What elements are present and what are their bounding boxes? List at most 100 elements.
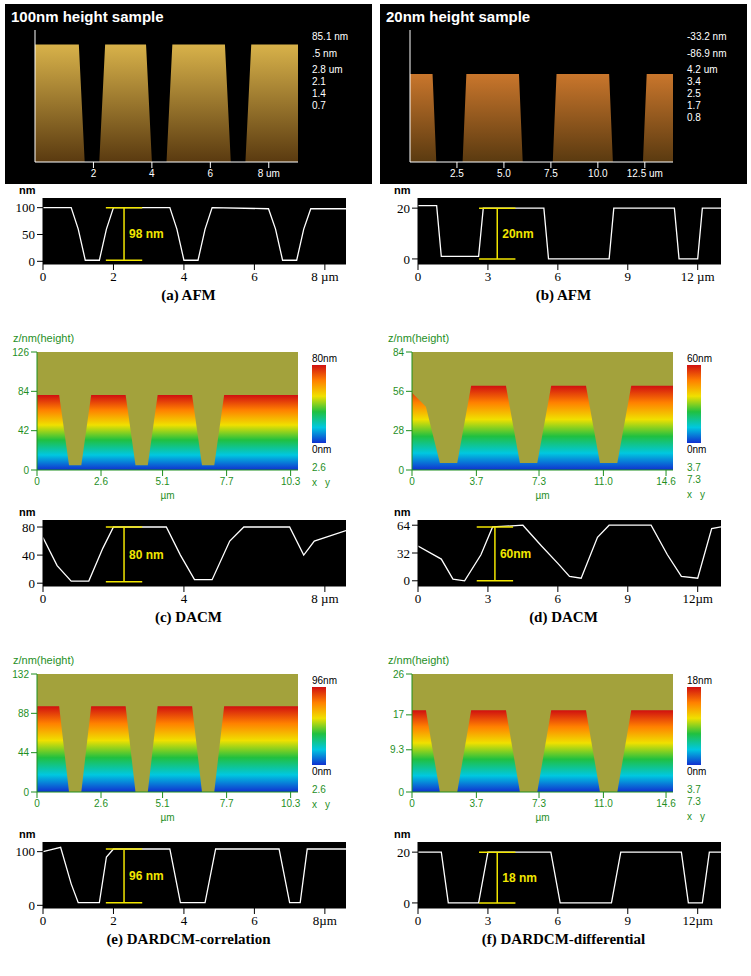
svg-text:28: 28 [393,425,405,436]
svg-text:6: 6 [555,913,562,928]
svg-text:3.7: 3.7 [469,798,483,809]
svg-text:0: 0 [398,465,404,476]
svg-text:8 um: 8 um [258,168,280,179]
svg-text:126: 126 [12,347,29,358]
svg-text:0: 0 [415,913,422,928]
svg-text:µm: µm [160,490,174,501]
svg-text:0: 0 [415,591,422,606]
svg-text:12 µm: 12 µm [681,269,715,284]
svg-text:6: 6 [251,269,258,284]
svg-text:96 nm: 96 nm [129,869,164,883]
svg-text:7.7: 7.7 [220,476,234,487]
svg-text:0: 0 [29,254,36,269]
svg-text:5.0: 5.0 [497,168,511,179]
svg-text:5.1: 5.1 [156,798,170,809]
svg-text:4: 4 [181,269,188,284]
svg-text:20nm: 20nm [502,227,533,241]
svg-text:0: 0 [409,476,415,487]
svg-text:2: 2 [110,269,117,284]
svg-text:0: 0 [409,798,415,809]
svg-text:0: 0 [34,798,40,809]
svg-text:9.3: 9.3 [390,744,404,755]
svg-text:64: 64 [397,518,411,533]
svg-text:9: 9 [625,591,632,606]
svg-text:0: 0 [415,269,422,284]
svg-text:14.6: 14.6 [656,476,676,487]
svg-text:2.6: 2.6 [94,798,108,809]
svg-text:26: 26 [393,669,405,680]
svg-text:5.1: 5.1 [156,476,170,487]
svg-text:8 µm: 8 µm [311,591,338,606]
svg-text:0: 0 [23,787,29,798]
svg-text:20: 20 [397,201,410,216]
svg-text:84: 84 [393,347,405,358]
svg-text:7.3: 7.3 [532,798,546,809]
svg-text:8µm: 8µm [313,913,337,928]
svg-text:18 nm: 18 nm [502,871,537,885]
svg-text:6: 6 [208,168,214,179]
svg-text:0: 0 [40,269,47,284]
svg-text:10.3: 10.3 [281,476,301,487]
svg-text:0: 0 [23,465,29,476]
svg-text:56: 56 [393,386,405,397]
svg-text:8 µm: 8 µm [311,269,338,284]
svg-text:2.5: 2.5 [450,168,464,179]
svg-text:132: 132 [12,669,29,680]
svg-text:20: 20 [397,845,410,860]
svg-text:3: 3 [485,269,492,284]
svg-text:2: 2 [110,913,117,928]
svg-text:7.7: 7.7 [220,798,234,809]
svg-text:32: 32 [397,546,410,561]
svg-text:6: 6 [251,913,258,928]
svg-text:60nm: 60nm [500,547,531,561]
svg-text:µm: µm [535,490,549,501]
svg-text:2.6: 2.6 [94,476,108,487]
svg-text:0: 0 [404,573,411,588]
svg-text:12.5 um: 12.5 um [627,168,663,179]
svg-text:0: 0 [404,896,411,911]
svg-text:3: 3 [485,913,492,928]
svg-text:100: 100 [16,200,36,215]
svg-text:17: 17 [393,709,405,720]
svg-text:0: 0 [398,787,404,798]
svg-text:88: 88 [18,708,30,719]
svg-text:10.0: 10.0 [588,168,608,179]
svg-text:0: 0 [40,591,47,606]
svg-text:12µm: 12µm [682,913,713,928]
svg-text:40: 40 [22,548,35,563]
svg-text:9: 9 [625,913,632,928]
svg-text:7.5: 7.5 [544,168,558,179]
svg-text:80 nm: 80 nm [129,548,164,562]
svg-text:10.3: 10.3 [281,798,301,809]
svg-text:4: 4 [181,913,188,928]
svg-text:6: 6 [555,269,562,284]
svg-text:µm: µm [160,812,174,823]
svg-text:0: 0 [29,898,36,913]
svg-text:0: 0 [40,913,47,928]
svg-text:0: 0 [34,476,40,487]
html-text:100nm height sample: 100nm height sample [11,8,164,25]
svg-text:14.6: 14.6 [656,798,676,809]
svg-text:84: 84 [18,386,30,397]
svg-text:0: 0 [29,576,36,591]
svg-text:50: 50 [22,227,35,242]
svg-text:0: 0 [404,252,411,267]
svg-text:3: 3 [485,591,492,606]
svg-text:9: 9 [625,269,632,284]
svg-text:42: 42 [18,425,30,436]
svg-text:80: 80 [22,520,35,535]
svg-text:100: 100 [16,844,36,859]
html-text:20nm height sample: 20nm height sample [386,8,531,25]
svg-text:11.0: 11.0 [594,798,613,809]
svg-text:6: 6 [555,591,562,606]
svg-text:µm: µm [535,812,549,823]
svg-text:11.0: 11.0 [594,476,613,487]
svg-text:3.7: 3.7 [469,476,483,487]
svg-text:2: 2 [91,168,97,179]
svg-text:12µm: 12µm [682,591,713,606]
svg-text:7.3: 7.3 [532,476,546,487]
svg-text:98 nm: 98 nm [129,227,164,241]
svg-text:44: 44 [18,747,30,758]
svg-text:4: 4 [181,591,188,606]
svg-text:4: 4 [149,168,155,179]
